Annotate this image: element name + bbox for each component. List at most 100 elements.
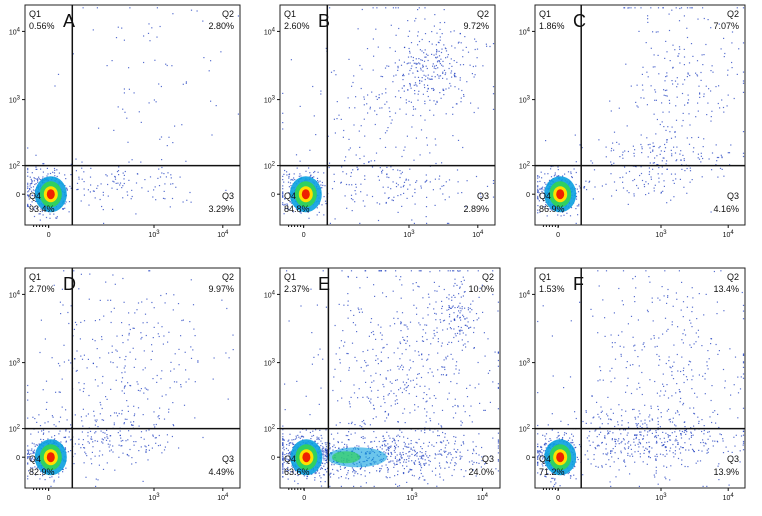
- scatter-point: [468, 461, 471, 463]
- scatter-point: [397, 365, 399, 367]
- scatter-point: [643, 183, 645, 186]
- scatter-point: [403, 459, 405, 461]
- scatter-point: [699, 92, 701, 94]
- scatter-point: [415, 137, 417, 139]
- scatter-point: [453, 336, 455, 339]
- scatter-point: [347, 472, 349, 474]
- scatter-point: [317, 180, 319, 182]
- scatter-point: [403, 436, 405, 438]
- scatter-point: [363, 155, 365, 157]
- scatter-point: [616, 141, 618, 143]
- scatter-point: [418, 354, 420, 356]
- scatter-point: [354, 201, 356, 203]
- scatter-point: [392, 437, 394, 439]
- scatter-point: [316, 470, 318, 472]
- scatter-point: [385, 7, 387, 9]
- scatter-point: [376, 446, 378, 448]
- scatter-point: [36, 467, 38, 469]
- scatter-point: [116, 171, 119, 173]
- scatter-point: [62, 471, 64, 473]
- scatter-point: [284, 458, 286, 460]
- scatter-point: [286, 470, 289, 472]
- scatter-point: [421, 448, 423, 450]
- scatter-point: [357, 169, 359, 171]
- scatter-point: [122, 277, 124, 280]
- scatter-point: [719, 167, 722, 169]
- scatter-point: [38, 178, 40, 180]
- scatter-point: [406, 446, 408, 448]
- scatter-point: [387, 394, 389, 396]
- scatter-point: [465, 206, 467, 208]
- scatter-point: [314, 477, 316, 479]
- scatter-point: [42, 475, 44, 477]
- scatter-point: [121, 413, 123, 415]
- scatter-point: [109, 444, 111, 446]
- scatter-point: [458, 310, 460, 312]
- scatter-point: [417, 351, 420, 353]
- scatter-point: [73, 270, 75, 272]
- scatter-point: [418, 478, 420, 480]
- scatter-point: [379, 107, 381, 109]
- scatter-point: [423, 60, 426, 62]
- scatter-point: [444, 436, 446, 438]
- scatter-point: [54, 169, 56, 171]
- scatter-point: [429, 99, 431, 101]
- scatter-point: [658, 147, 660, 149]
- scatter-point: [90, 184, 92, 186]
- scatter-point: [375, 338, 377, 340]
- scatter-point: [385, 440, 387, 442]
- scatter-point: [408, 47, 410, 50]
- scatter-point: [390, 122, 392, 124]
- scatter-point: [352, 468, 354, 470]
- scatter-point: [399, 453, 401, 455]
- scatter-point: [313, 356, 315, 358]
- scatter-point: [160, 85, 162, 88]
- scatter-point: [353, 392, 356, 394]
- scatter-point: [478, 462, 480, 464]
- scatter-point: [432, 375, 434, 377]
- scatter-point: [547, 424, 549, 426]
- scatter-point: [359, 146, 361, 148]
- scatter-point: [687, 99, 690, 101]
- scatter-point: [636, 84, 638, 86]
- scatter-point: [420, 430, 422, 432]
- scatter-point: [164, 183, 166, 185]
- scatter-point: [42, 163, 44, 165]
- scatter-point: [82, 390, 84, 393]
- scatter-point: [32, 452, 34, 454]
- scatter-point: [415, 181, 417, 183]
- scatter-point: [537, 451, 539, 453]
- scatter-point: [94, 440, 96, 442]
- scatter-point: [700, 155, 702, 157]
- scatter-point: [108, 446, 110, 448]
- scatter-point: [282, 466, 284, 468]
- scatter-point: [94, 432, 96, 434]
- scatter-point: [653, 187, 655, 189]
- scatter-point: [669, 131, 671, 133]
- scatter-point: [366, 276, 368, 278]
- scatter-point: [80, 416, 82, 418]
- scatter-point: [380, 405, 382, 407]
- scatter-point: [656, 155, 658, 157]
- scatter-point: [691, 137, 693, 139]
- scatter-point: [56, 169, 58, 171]
- scatter-point: [441, 442, 443, 444]
- tick-exponent: 3: [527, 96, 531, 102]
- scatter-point: [453, 270, 455, 272]
- scatter-point: [386, 65, 388, 67]
- scatter-point: [400, 297, 402, 299]
- scatter-point: [29, 185, 31, 187]
- scatter-point: [282, 452, 284, 454]
- scatter-point: [168, 408, 170, 410]
- scatter-point: [691, 179, 693, 181]
- scatter-point: [436, 32, 438, 34]
- scatter-point: [425, 216, 427, 218]
- scatter-point: [161, 395, 163, 397]
- scatter-point: [407, 378, 409, 380]
- scatter-point: [477, 361, 479, 364]
- scatter-point: [710, 120, 712, 122]
- scatter-point: [426, 67, 428, 70]
- scatter-point: [428, 459, 430, 462]
- scatter-point: [562, 175, 564, 177]
- scatter-point: [445, 450, 447, 452]
